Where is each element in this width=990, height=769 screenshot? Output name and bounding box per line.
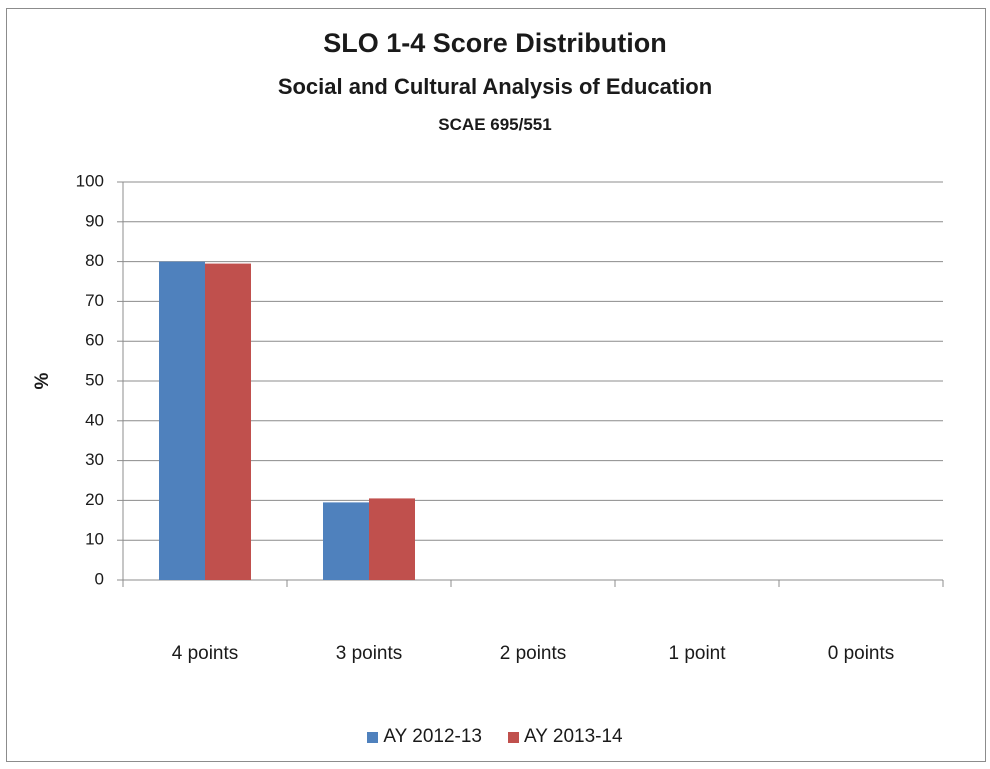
chart-course-code: SCAE 695/551: [438, 115, 552, 134]
bar-ay-2012-13-3-points: [323, 502, 369, 580]
y-tick-label: 20: [85, 490, 104, 509]
y-tick-label: 0: [95, 569, 104, 588]
x-category-label: 4 points: [172, 643, 239, 664]
y-tick-label: 40: [85, 410, 104, 429]
gridlines: [123, 181, 943, 541]
y-tick-label: 50: [85, 370, 104, 389]
legend-label: AY 2013-14: [524, 726, 623, 747]
x-category-label: 1 point: [668, 643, 726, 664]
legend-label: AY 2012-13: [383, 726, 482, 747]
bar-ay-2013-14-4-points: [205, 263, 251, 580]
legend: AY 2012-13 AY 2013-14: [0, 726, 990, 748]
bar-ay-2013-14-3-points: [369, 498, 415, 580]
bar-ay-2012-13-4-points: [159, 261, 205, 580]
y-tick-label: 80: [85, 251, 104, 270]
x-category-label: 3 points: [336, 643, 403, 664]
axes: [117, 181, 944, 587]
y-axis-label: %: [32, 372, 53, 389]
y-tick-label: 70: [85, 291, 104, 310]
y-tick-label: 30: [85, 450, 104, 469]
chart-title: SLO 1-4 Score Distribution: [323, 28, 667, 58]
legend-item: AY 2012-13: [367, 726, 482, 748]
labels: 0 10 20 30 40 50 60 70 80 90 100 4 points 3 points 2 …: [76, 171, 895, 664]
legend-swatch: [508, 731, 519, 743]
bars: [159, 261, 415, 580]
x-category-label: 2 points: [500, 643, 567, 664]
legend-item: AY 2013-14: [508, 726, 623, 748]
y-tick-label: 100: [76, 171, 104, 190]
y-tick-label: 10: [85, 530, 104, 549]
y-tick-label: 60: [85, 331, 104, 350]
x-category-label: 0 points: [828, 643, 895, 664]
y-tick-label: 90: [85, 211, 104, 230]
legend-swatch: [367, 731, 379, 743]
chart-subtitle: Social and Cultural Analysis of Educatio…: [277, 74, 713, 99]
